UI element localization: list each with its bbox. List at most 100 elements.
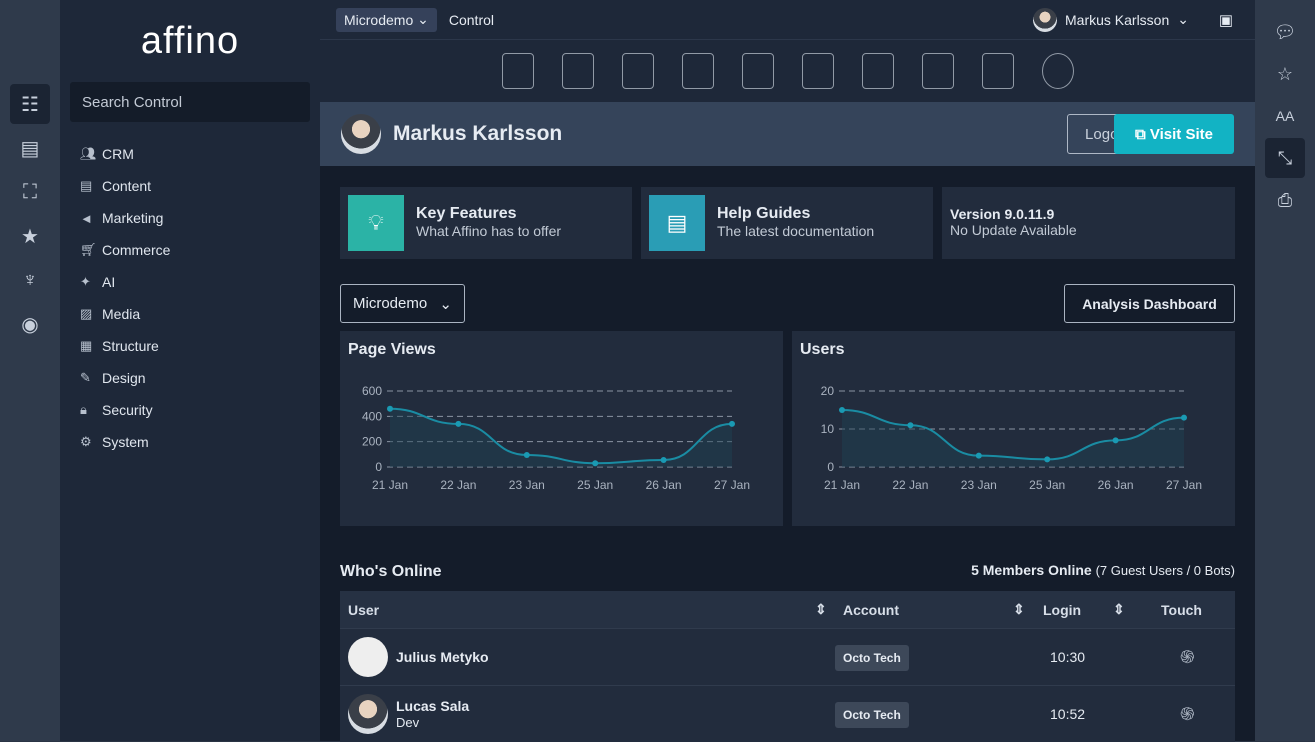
data-point: [839, 407, 845, 413]
analytics-icon[interactable]: ⛶: [23, 180, 37, 203]
design-icon[interactable]: [921, 53, 954, 89]
y-tick-label: 0: [375, 460, 382, 474]
sort-icon[interactable]: ⇕: [1013, 601, 1025, 617]
site-switcher[interactable]: Microdemo ⌄: [336, 7, 437, 32]
x-tick-label: 22 Jan: [440, 478, 476, 492]
user-avatar: [348, 694, 388, 734]
star-icon[interactable]: ★: [21, 225, 39, 248]
data-point: [455, 420, 462, 427]
top-bar: Microdemo ⌄ Control Markus Karlsson ⌄ ▣: [320, 0, 1255, 40]
font-size-icon[interactable]: AA: [1275, 108, 1295, 124]
external-link-icon: ⧉: [1135, 125, 1150, 143]
sidebar: affino Search Control 👥︎ CRM ▤ Content ◄ Mark…: [60, 0, 320, 741]
user-circle-icon[interactable]: ◉: [21, 313, 39, 336]
collapse-icon[interactable]: ⤡: [1265, 138, 1305, 178]
sidebar-item-structure[interactable]: ▦ Structure: [60, 330, 320, 362]
version-card: Version 9.0.11.9 No Update Available: [942, 187, 1235, 259]
sidebar-item-label: AI: [102, 274, 116, 290]
structure-icon: ▦: [80, 338, 93, 353]
ai-chat-icon[interactable]: 💬︎: [1273, 21, 1297, 42]
user-name[interactable]: Julius Metyko: [396, 649, 489, 665]
x-tick-label: 21 Jan: [824, 478, 860, 492]
data-point: [387, 405, 393, 412]
sidebar-item-label: Commerce: [102, 242, 171, 258]
col-user[interactable]: User: [348, 601, 380, 618]
series-area: [842, 410, 1184, 467]
y-tick-label: 10: [821, 422, 835, 436]
print-icon[interactable]: ⎙: [1277, 189, 1293, 210]
x-tick-label: 25 Jan: [577, 478, 613, 492]
content-icon[interactable]: [561, 53, 594, 89]
whos-online-title: Who's Online: [340, 563, 442, 580]
commerce-icon[interactable]: [681, 53, 714, 89]
right-rail: 💬︎ ☆ AA ⤡ ⎙: [1255, 0, 1315, 741]
sidebar-item-crm[interactable]: 👥︎ CRM: [60, 138, 320, 170]
visit-label: Visit Site: [1149, 125, 1213, 143]
affino-logo[interactable]: affino: [60, 0, 320, 82]
sidebar-item-ai[interactable]: ✦ AI: [60, 266, 320, 298]
card-title: Help Guides: [717, 205, 811, 222]
x-tick-label: 25 Jan: [1029, 478, 1065, 492]
online-count: 5 Members Online (7 Guest Users / 0 Bots…: [971, 562, 1235, 578]
structure-icon[interactable]: [861, 53, 894, 89]
table-row[interactable]: Julius Metyko Octo Tech 10:30 ֍: [340, 628, 1235, 685]
security-icon[interactable]: [981, 53, 1014, 89]
user-name[interactable]: Lucas Sala: [396, 698, 470, 714]
ai-icon[interactable]: [741, 53, 774, 89]
sidebar-item-label: CRM: [102, 146, 134, 162]
sidebar-item-content[interactable]: ▤ Content: [60, 170, 320, 202]
marketing-icon[interactable]: [621, 53, 654, 89]
table-row[interactable]: Lucas Sala Dev Octo Tech 10:52 ֍: [340, 685, 1235, 742]
chevron-down-icon: ⌄: [439, 295, 452, 313]
visit-site-button[interactable]: ⧉ Visit Site: [1114, 114, 1234, 154]
fingerprint-icon[interactable]: ֍: [1180, 647, 1195, 667]
col-account[interactable]: Account: [843, 601, 899, 618]
sort-icon[interactable]: ⇕: [1113, 601, 1125, 617]
data-point: [1044, 456, 1051, 463]
sparkle-icon: ✦: [80, 274, 91, 289]
key-features-card[interactable]: 💡︎ Key Features What Affino has to offer: [340, 187, 632, 259]
analysis-dashboard-button[interactable]: Analysis Dashboard: [1064, 284, 1235, 323]
y-tick-label: 200: [362, 435, 382, 449]
account-badge: Octo Tech: [835, 645, 909, 671]
y-tick-label: 20: [821, 384, 835, 398]
card-subtitle: What Affino has to offer: [416, 223, 562, 239]
version-text: Version 9.0.11.9: [950, 206, 1055, 222]
media-icon[interactable]: [801, 53, 834, 89]
sidebar-item-label: Structure: [102, 338, 159, 354]
user-menu[interactable]: Markus Karlsson ⌄: [1033, 7, 1189, 32]
sidebar-item-marketing[interactable]: ◄ Marketing: [60, 202, 320, 234]
control-sliders-icon[interactable]: ☷: [10, 84, 50, 124]
y-tick-label: 600: [362, 384, 382, 398]
fingerprint-icon[interactable]: ֍: [1180, 704, 1195, 724]
star-icon[interactable]: ☆: [1276, 63, 1294, 84]
help-guides-card[interactable]: ▤ Help Guides The latest documentation: [641, 187, 933, 259]
users-icon: 👥︎: [80, 146, 97, 161]
login-time: 10:52: [1050, 706, 1086, 722]
x-tick-label: 21 Jan: [372, 478, 408, 492]
megaphone-icon: ◄: [80, 210, 93, 226]
sidebar-item-security[interactable]: 🔒︎ Security: [60, 394, 320, 426]
sidebar-item-system[interactable]: ⚙ System: [60, 426, 320, 458]
brush-icon: ✎: [80, 370, 91, 385]
chart-title: Users: [800, 341, 845, 358]
search-input[interactable]: Search Control: [70, 82, 310, 122]
sidebar-item-label: System: [102, 434, 149, 450]
site-select[interactable]: Microdemo ⌄: [340, 284, 465, 323]
sidebar-item-commerce[interactable]: 🛒︎ Commerce: [60, 234, 320, 266]
sidebar-item-media[interactable]: ▨ Media: [60, 298, 320, 330]
monitor-icon[interactable]: ▣: [1218, 11, 1233, 29]
sidebar-item-label: Design: [102, 370, 146, 386]
sort-icon[interactable]: ⇕: [815, 601, 827, 617]
contact-card-icon[interactable]: ▤: [20, 137, 40, 160]
page-views-chart: Page Views 0 200 400 600 21 Jan 22 Jan 23 Jan 25…: [340, 331, 783, 526]
user-role: Dev: [396, 715, 420, 730]
sidebar-item-label: Content: [102, 178, 152, 194]
sidebar-item-design[interactable]: ✎ Design: [60, 362, 320, 394]
data-point: [660, 457, 667, 464]
sitemap-icon[interactable]: ♆: [22, 268, 38, 291]
col-login[interactable]: Login: [1043, 601, 1082, 618]
system-icon[interactable]: [1041, 53, 1074, 89]
crm-icon[interactable]: [501, 53, 534, 89]
data-point: [907, 422, 914, 429]
